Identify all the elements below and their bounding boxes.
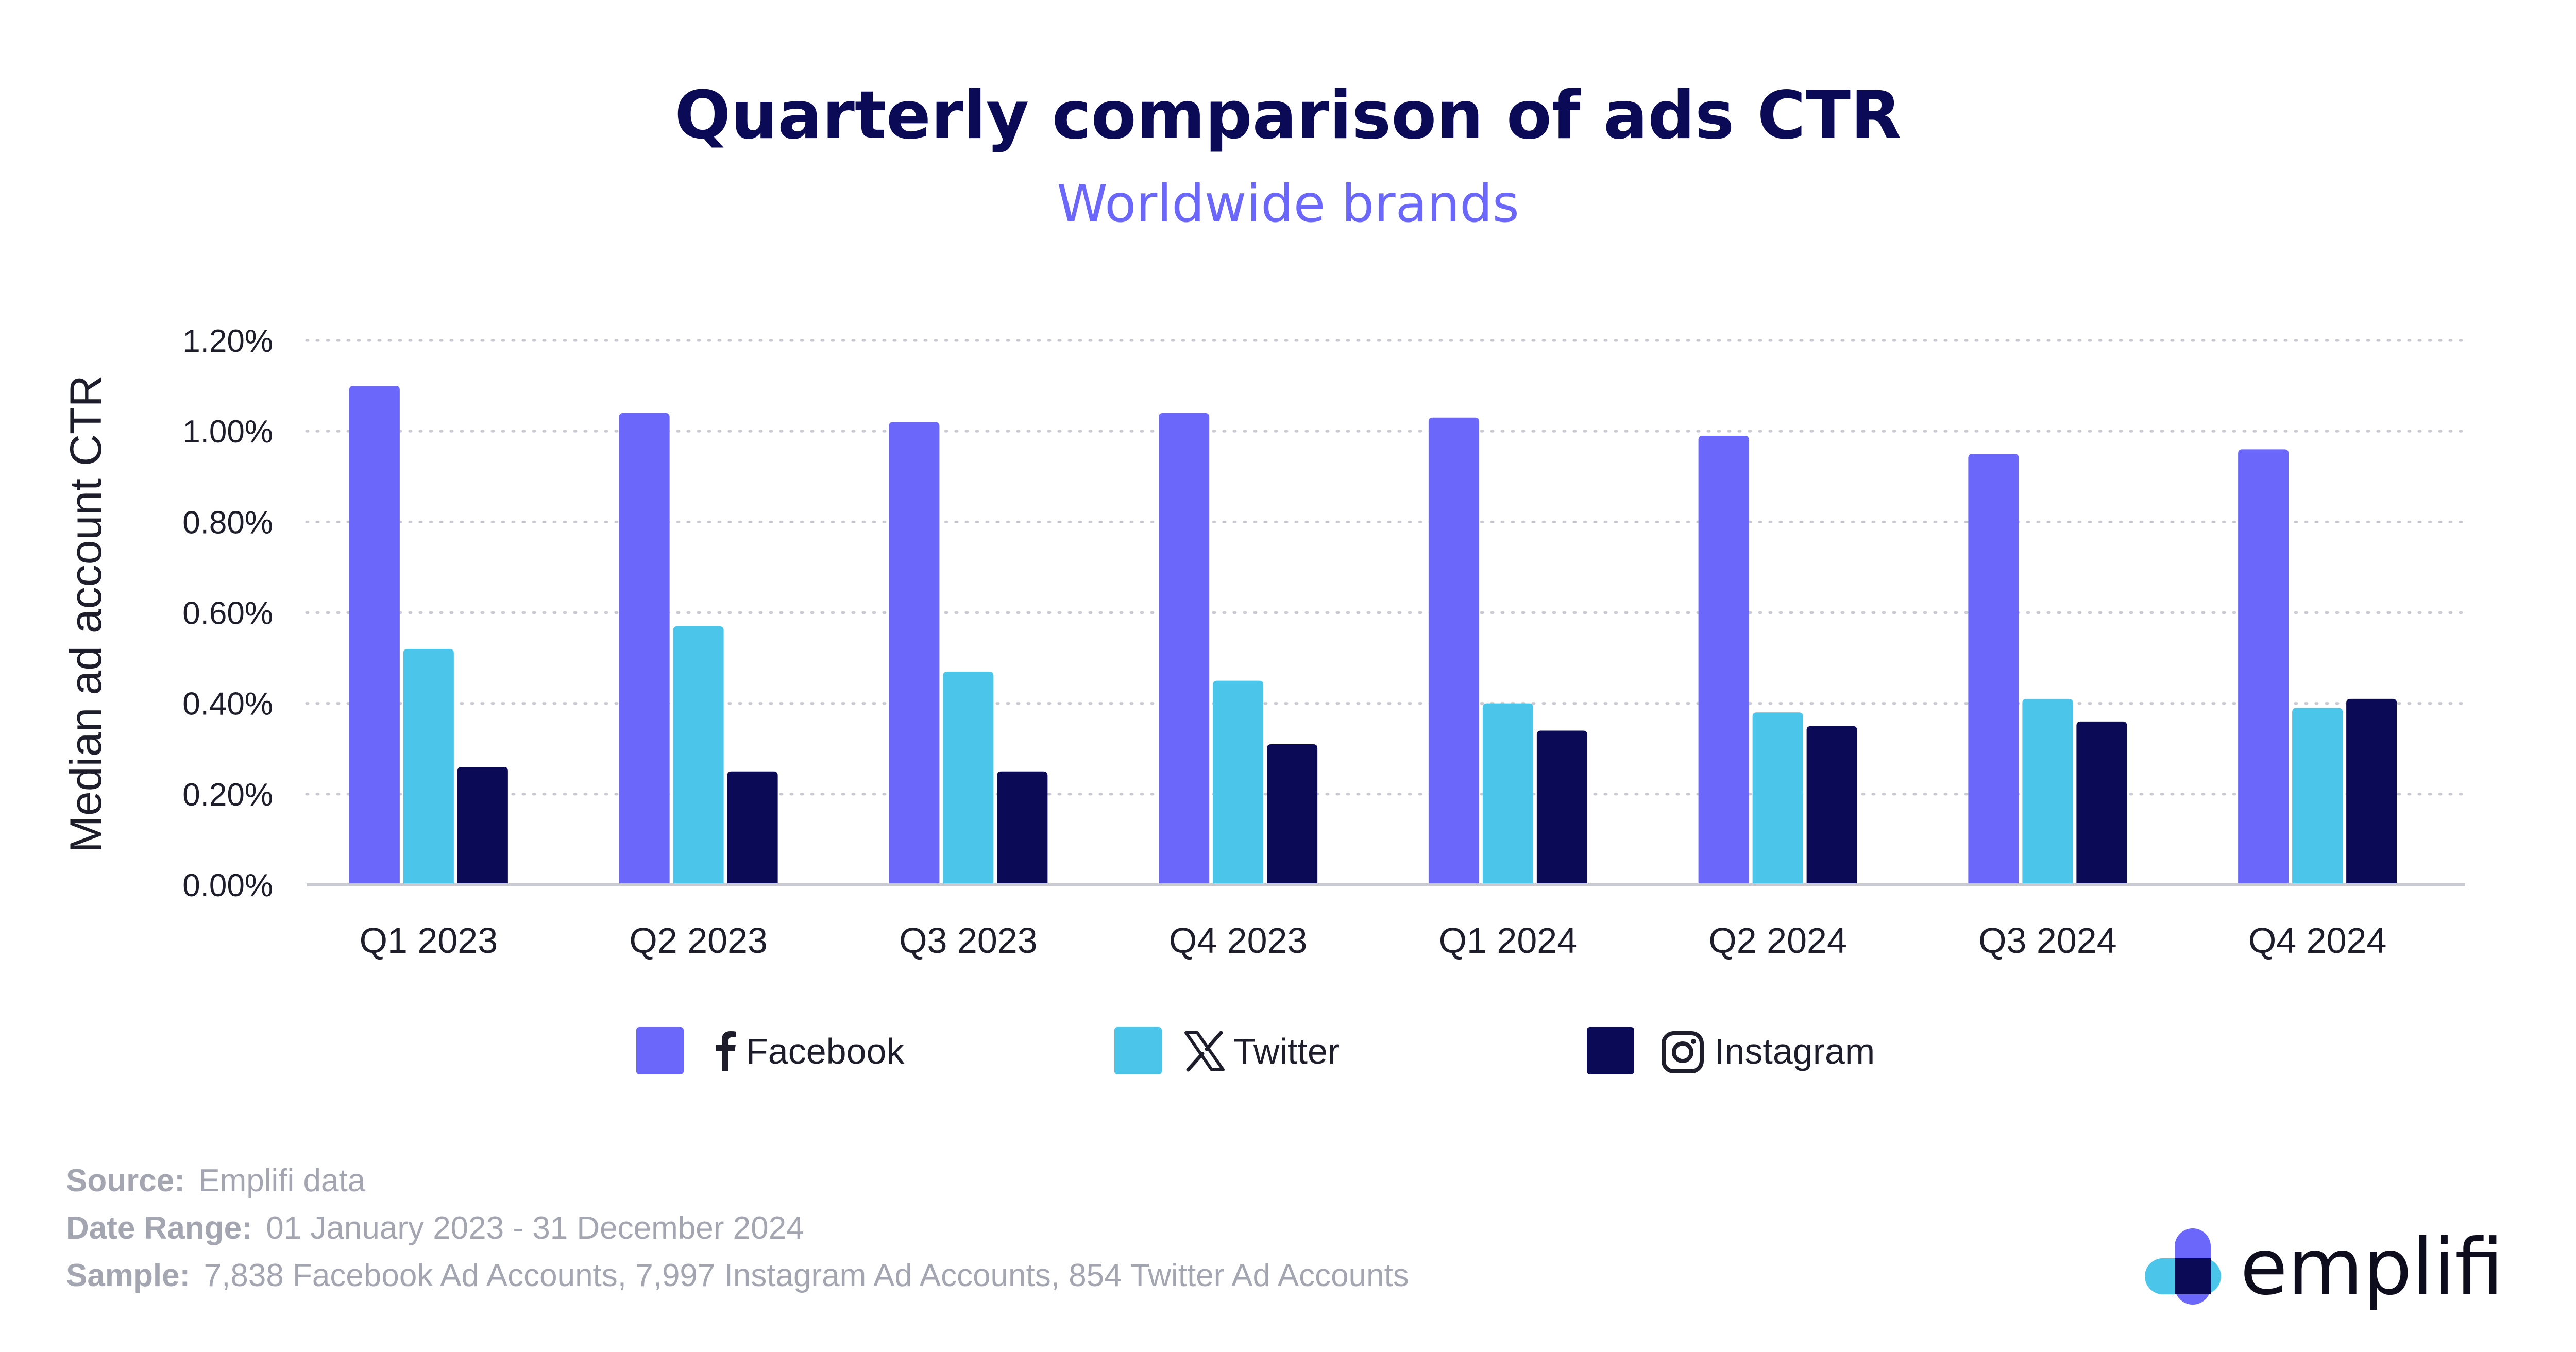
bar-facebook-q3-2024 bbox=[1968, 454, 2019, 885]
chart-subtitle: Worldwide brands bbox=[1057, 174, 1519, 234]
footer-sample-value: 7,838 Facebook Ad Accounts, 7,997 Instag… bbox=[204, 1258, 1409, 1293]
y-tick-label: 0.80% bbox=[182, 505, 273, 540]
bar-instagram-q1-2023 bbox=[457, 766, 508, 885]
legend-swatch-facebook bbox=[636, 1027, 684, 1074]
legend-label-twitter: Twitter bbox=[1233, 1031, 1340, 1071]
bar-instagram-q2-2024 bbox=[1806, 726, 1857, 885]
emplifi-logo: emplifi bbox=[2145, 1223, 2503, 1312]
instagram-icon bbox=[1662, 1031, 1704, 1073]
bar-twitter-q2-2024 bbox=[1752, 712, 1803, 885]
y-axis-ticks: 0.00% 0.20% 0.40% 0.60% 0.80% 1.00% 1.20% bbox=[182, 323, 273, 903]
bar-instagram-q3-2023 bbox=[997, 771, 1048, 885]
bar-facebook-q2-2024 bbox=[1698, 435, 1749, 885]
bar-instagram-q3-2024 bbox=[2076, 721, 2127, 885]
x-category-label: Q4 2024 bbox=[2248, 920, 2387, 961]
footer-sample: Sample: 7,838 Facebook Ad Accounts, 7,99… bbox=[66, 1258, 1409, 1293]
legend-label-instagram: Instagram bbox=[1715, 1031, 1875, 1071]
legend: Facebook Twitter Instagram bbox=[636, 1027, 1875, 1074]
y-tick-label: 1.00% bbox=[182, 414, 273, 450]
x-category-label: Q3 2024 bbox=[1978, 920, 2117, 961]
y-tick-label: 0.60% bbox=[182, 596, 273, 631]
legend-swatch-twitter bbox=[1114, 1027, 1162, 1074]
x-category-label: Q2 2024 bbox=[1708, 920, 1847, 961]
bar-facebook-q4-2023 bbox=[1159, 413, 1210, 885]
footer-date-range-label: Date Range: bbox=[66, 1210, 252, 1246]
x-category-label: Q3 2023 bbox=[899, 920, 1038, 961]
legend-item-twitter: Twitter bbox=[1114, 1027, 1340, 1074]
bar-facebook-q1-2024 bbox=[1428, 417, 1479, 885]
bar-instagram-q1-2024 bbox=[1536, 730, 1587, 885]
x-category-label: Q2 2023 bbox=[629, 920, 768, 961]
y-axis-label: Median ad account CTR bbox=[61, 375, 111, 852]
emplifi-logo-text: emplifi bbox=[2240, 1223, 2503, 1312]
x-twitter-icon bbox=[1184, 1031, 1225, 1072]
chart-title: Quarterly comparison of ads CTR bbox=[674, 77, 1901, 154]
legend-item-facebook: Facebook bbox=[636, 1027, 905, 1074]
legend-item-instagram: Instagram bbox=[1587, 1027, 1875, 1074]
bar-twitter-q1-2023 bbox=[403, 648, 454, 885]
footer-date-range: Date Range: 01 January 2023 - 31 Decembe… bbox=[66, 1210, 804, 1246]
bar-instagram-q2-2023 bbox=[727, 771, 778, 885]
x-axis-categories: Q1 2023 Q2 2023 Q3 2023 Q4 2023 Q1 2024 Q2 20… bbox=[360, 920, 2387, 961]
y-tick-label: 0.40% bbox=[182, 687, 273, 722]
bar-facebook-q1-2023 bbox=[349, 386, 400, 885]
bar-facebook-q2-2023 bbox=[619, 413, 670, 885]
legend-label-facebook: Facebook bbox=[746, 1031, 905, 1071]
bar-twitter-q3-2024 bbox=[2022, 698, 2073, 885]
bar-facebook-q3-2023 bbox=[889, 422, 940, 885]
y-tick-label: 1.20% bbox=[182, 323, 273, 359]
bar-facebook-q4-2024 bbox=[2238, 449, 2289, 885]
bars bbox=[349, 386, 2397, 885]
y-tick-label: 0.20% bbox=[182, 777, 273, 813]
emplifi-logo-mark-icon bbox=[2145, 1228, 2221, 1305]
footer-source-label: Source: bbox=[66, 1163, 185, 1199]
footer-source-value: Emplifi data bbox=[198, 1163, 365, 1199]
footer-source: Source: Emplifi data bbox=[66, 1163, 366, 1199]
facebook-icon bbox=[716, 1031, 736, 1071]
x-category-label: Q4 2023 bbox=[1169, 920, 1308, 961]
x-category-label: Q1 2024 bbox=[1439, 920, 1578, 961]
bar-twitter-q1-2024 bbox=[1482, 703, 1533, 885]
bar-twitter-q4-2023 bbox=[1213, 680, 1264, 885]
footer-date-range-value: 01 January 2023 - 31 December 2024 bbox=[266, 1210, 804, 1246]
bar-twitter-q3-2023 bbox=[943, 672, 994, 885]
x-category-label: Q1 2023 bbox=[360, 920, 498, 961]
y-tick-label: 0.00% bbox=[182, 868, 273, 903]
bar-twitter-q4-2024 bbox=[2292, 708, 2343, 885]
bar-instagram-q4-2024 bbox=[2346, 698, 2397, 885]
bar-instagram-q4-2023 bbox=[1267, 744, 1318, 885]
legend-swatch-instagram bbox=[1587, 1027, 1634, 1074]
bar-twitter-q2-2023 bbox=[673, 626, 724, 885]
footer-sample-label: Sample: bbox=[66, 1258, 190, 1293]
footer: Source: Emplifi data Date Range: 01 Janu… bbox=[66, 1163, 1409, 1293]
